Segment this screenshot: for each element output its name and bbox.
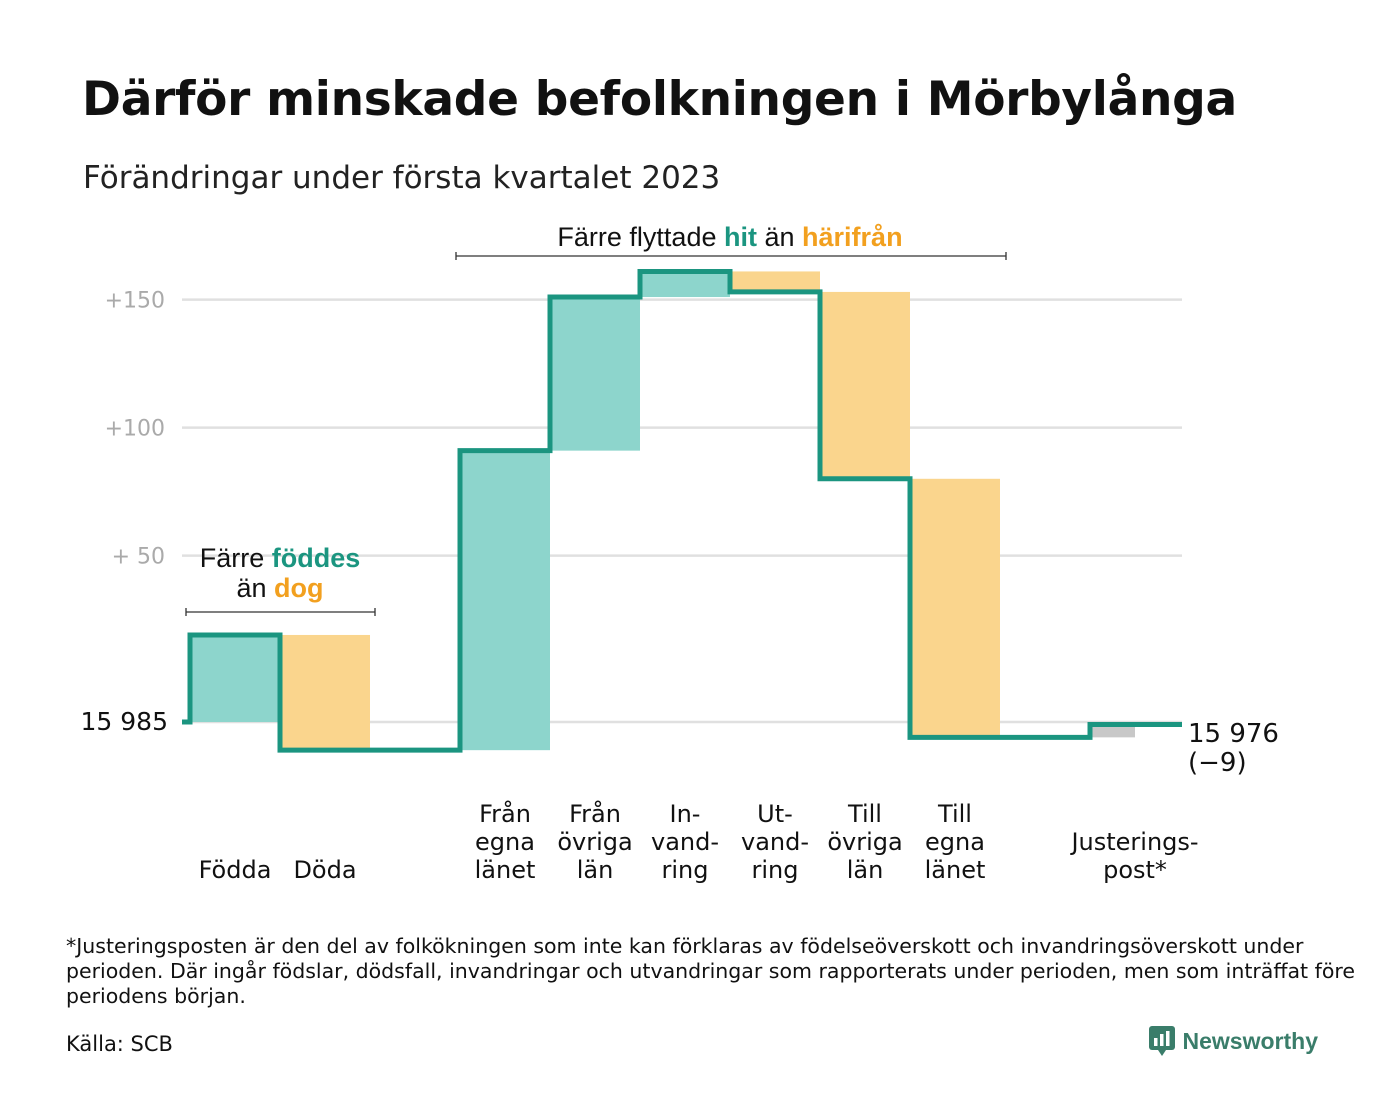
category-label: vand- [651, 828, 719, 856]
category-label: egna [475, 828, 535, 856]
category-label: vand- [741, 828, 809, 856]
source-note: Källa: SCB [66, 1032, 173, 1056]
births-annotation-line2: än dog [236, 573, 323, 603]
chart-subtitle: Förändringar under första kvartalet 2023 [83, 160, 721, 196]
brand[interactable]: Newsworthy [1148, 1026, 1318, 1056]
end-change-label: (−9) [1188, 748, 1247, 778]
births-annotation-bracket [185, 608, 376, 616]
running-total-line [182, 268, 1182, 753]
category-label: ring [662, 856, 709, 884]
births-annotation: Färre föddes än dog [185, 543, 376, 616]
bar-justeringspost [1090, 724, 1135, 738]
births-annotation-line1: Färre föddes [200, 543, 361, 573]
bar-födda [190, 634, 280, 722]
category-label: Födda [199, 856, 272, 884]
category-label: län [577, 856, 614, 884]
category-label: Döda [293, 856, 356, 884]
category-label: länet [475, 856, 536, 884]
footnote: *Justeringsposten är den del av folkökni… [66, 934, 1355, 1008]
category-label: Ut- [757, 800, 793, 828]
chart-title: Därför minskade befolkningen i Mörbylång… [82, 72, 1237, 127]
y-tick-label: +150 [105, 289, 165, 314]
category-label: Från [569, 799, 621, 828]
moves-annotation: Färre flyttade hit än härifrån [455, 222, 1007, 260]
start-total-label: 15 985 [81, 707, 168, 736]
category-label: Till [847, 800, 882, 828]
y-tick-label: + 50 [112, 545, 165, 570]
brand-name: Newsworthy [1182, 1027, 1318, 1054]
moves-annotation-bracket [455, 252, 1007, 260]
bar-tillövrigalän [820, 291, 910, 479]
category-label: övriga [827, 828, 902, 856]
category-label: egna [925, 828, 985, 856]
category-label: post* [1103, 856, 1167, 884]
category-label: ring [752, 856, 799, 884]
bar-utvandring [730, 271, 820, 292]
category-label: Från [479, 799, 531, 828]
bar-frånövrigalän [550, 297, 640, 451]
bar-invandring [640, 271, 730, 298]
bar-frånegnalänet [460, 450, 550, 751]
bar-döda [280, 634, 370, 751]
category-label: Till [937, 800, 972, 828]
category-label: In- [670, 800, 701, 828]
newsworthy-logo-icon [1148, 1026, 1175, 1056]
category-label: länet [925, 856, 986, 884]
bar-tillegnalänet [910, 478, 1000, 738]
category-label: Justerings- [1069, 828, 1198, 856]
line-layer [182, 268, 1182, 753]
bar-layer [190, 271, 1135, 751]
category-label: övriga [557, 828, 632, 856]
moves-annotation-text: Färre flyttade hit än härifrån [557, 222, 902, 252]
category-label: län [847, 856, 884, 884]
y-tick-label: +100 [105, 417, 165, 442]
end-total-label: 15 976 [1188, 719, 1279, 749]
